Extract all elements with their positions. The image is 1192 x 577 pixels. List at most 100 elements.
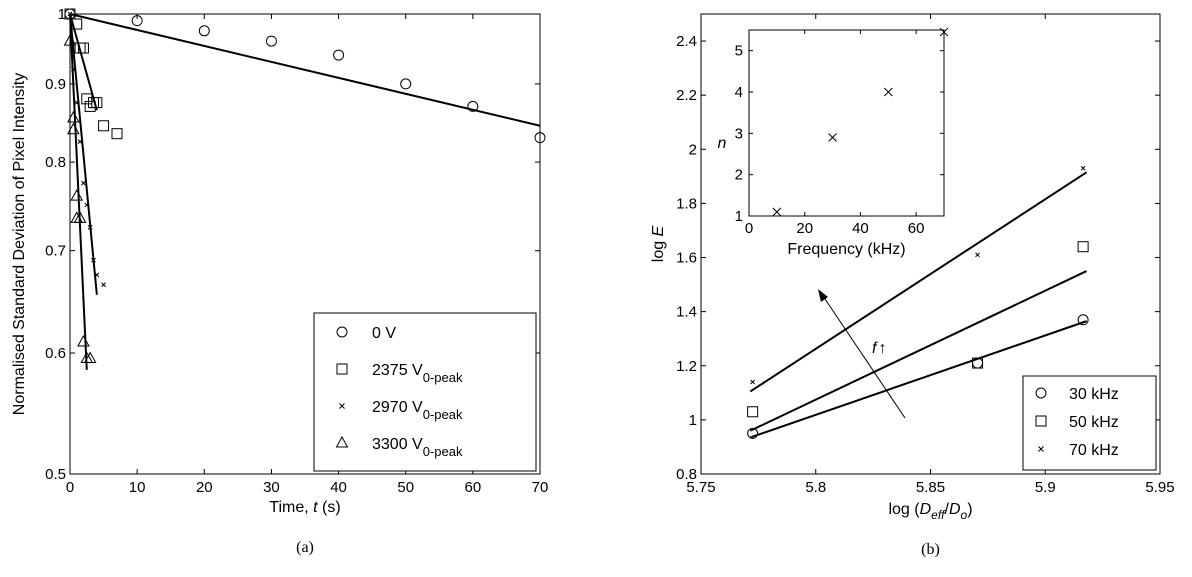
- y-tick-label: 0.8: [676, 466, 697, 483]
- fit-line: [749, 270, 1087, 432]
- data-point: [750, 379, 755, 385]
- y-tick-label: 2: [689, 141, 697, 158]
- inset-frame: [748, 29, 945, 217]
- x-axis-label-unit: (s): [318, 499, 341, 516]
- data-point: [91, 257, 96, 263]
- data-point: [83, 351, 97, 364]
- x-axis-label-part: ): [967, 501, 972, 518]
- x-tick-label: 50: [397, 479, 414, 496]
- x-axis-label-var: D: [949, 501, 961, 518]
- trend-annotation: f ↑: [872, 340, 886, 357]
- legend-marker: [336, 326, 348, 338]
- data-point: [534, 132, 546, 144]
- y-axis-label: log E: [650, 225, 667, 262]
- trend-annotation-var: f: [872, 340, 878, 357]
- panel-caption: (b): [921, 541, 940, 558]
- data-point: [94, 272, 100, 278]
- y-tick-label: 0.8: [45, 154, 66, 171]
- data-point: [81, 180, 86, 186]
- data-point: [70, 189, 84, 201]
- legend-label-sub: 0-peak: [423, 407, 463, 422]
- y-tick-label: 1.2: [676, 358, 697, 375]
- inset-y-tick-label: 5: [735, 43, 743, 60]
- inset-y-tick-label: 3: [735, 125, 743, 142]
- fit-line: [750, 320, 1087, 439]
- x-tick-label: 5.85: [916, 479, 945, 496]
- x-axis-label-sub: o: [961, 508, 968, 522]
- inset-y-tick-label: 4: [735, 84, 743, 101]
- legend-label: 70 kHz: [1069, 442, 1119, 459]
- legend-marker: [1035, 387, 1047, 399]
- inset-data-point: [939, 27, 949, 37]
- legend-label-sub: 0-peak: [423, 370, 463, 385]
- data-point: [131, 15, 143, 27]
- legend-label: 2970 V0-peak: [372, 399, 463, 422]
- legend-label: 2375 V0-peak: [372, 362, 463, 385]
- panel-a: 0 10 20 30 40 50 60 70 0.5 0.6 0.7 0.8 0.9 1 Time, t (…: [11, 6, 548, 556]
- data-point: [63, 34, 77, 46]
- x-axis-label-sub: eff: [931, 508, 946, 522]
- inset-y-axis-label: n: [718, 135, 727, 152]
- trend-annotation-arrow: ↑: [878, 340, 886, 357]
- y-tick-label: 1.6: [676, 250, 697, 267]
- x-axis-label-var: t: [313, 499, 318, 516]
- legend-label: 50 kHz: [1069, 414, 1119, 431]
- data-point: [747, 406, 759, 418]
- y-tick-label: 1.4: [676, 304, 697, 321]
- legend-label: 3300 V0-peak: [372, 436, 463, 459]
- data-point: [73, 211, 87, 223]
- fit-line: [69, 13, 98, 111]
- legend-label: 30 kHz: [1069, 386, 1119, 403]
- y-tick-label: 0.7: [45, 243, 66, 260]
- legend-label: 0 V: [372, 325, 396, 342]
- inset-x-tick-label: 0: [745, 220, 753, 237]
- legend-label-sub: 0-peak: [423, 444, 463, 459]
- inset-x-tick-label: 60: [908, 220, 925, 237]
- data-point: [84, 100, 96, 112]
- legend-box: [1022, 375, 1157, 471]
- data-point: [91, 97, 103, 109]
- data-point: [67, 110, 80, 123]
- x-tick-label: 5.8: [805, 479, 826, 496]
- y-tick-label: 2.4: [676, 33, 697, 50]
- x-axis-label-part: /: [945, 501, 950, 518]
- legend-label-main: 2970 V: [372, 399, 423, 416]
- x-tick-label: 70: [532, 479, 549, 496]
- y-tick-label: 2.2: [676, 87, 697, 104]
- x-tick-label: 5.95: [1145, 479, 1174, 496]
- data-point: [1080, 165, 1086, 171]
- data-point: [972, 357, 984, 369]
- legend-label-main: 0 V: [372, 325, 396, 342]
- inset-plot: 0 20 40 60 1 2 3 4 5 Frequency (kHz) n: [718, 27, 949, 258]
- data-point: [975, 252, 980, 258]
- y-axis-label: Normalised Standard Deviation of Pixel I…: [11, 73, 28, 415]
- series-a-3: [63, 13, 97, 370]
- data-point: [400, 78, 412, 90]
- y-tick-label: 0.6: [45, 345, 66, 362]
- legend-marker: [336, 363, 348, 375]
- inset-y-tick-label: 1: [735, 208, 743, 225]
- panel-caption: (a): [296, 539, 314, 556]
- inset-x-tick-label: 20: [796, 220, 813, 237]
- data-point: [84, 202, 90, 208]
- data-point: [77, 334, 90, 347]
- legend-b: 30 kHz 50 kHz 70 kHz: [1022, 375, 1157, 471]
- data-point: [87, 225, 93, 230]
- x-tick-label: 30: [263, 479, 280, 496]
- x-tick-label: 20: [196, 479, 213, 496]
- data-point: [101, 282, 106, 288]
- fit-line: [69, 13, 88, 370]
- inset-data-point: [828, 133, 837, 142]
- legend-marker: [335, 435, 349, 448]
- y-tick-label: 0.9: [45, 76, 66, 93]
- y-tick-label: 1.8: [676, 195, 697, 212]
- y-tick-label: 1: [689, 412, 697, 429]
- inset-x-axis-label: Frequency (kHz): [787, 241, 905, 258]
- data-point: [77, 42, 89, 54]
- x-tick-label: 10: [129, 479, 146, 496]
- data-point: [111, 128, 123, 140]
- x-axis-label-part: Time,: [269, 499, 313, 516]
